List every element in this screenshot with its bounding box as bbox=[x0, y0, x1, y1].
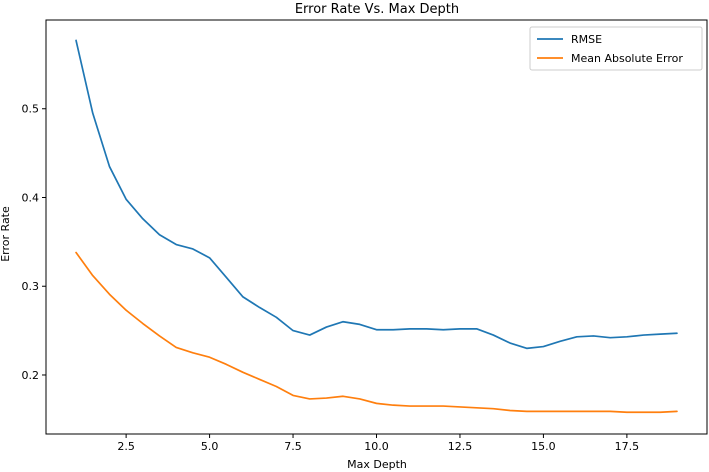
legend-label: RMSE bbox=[571, 33, 602, 46]
series-line-mae bbox=[75, 251, 678, 414]
x-tick-label: 7.5 bbox=[284, 440, 302, 453]
plot-area bbox=[45, 19, 708, 435]
legend-label: Mean Absolute Error bbox=[571, 52, 683, 65]
y-tick-label: 0.3 bbox=[22, 280, 40, 293]
series-line-rmse bbox=[75, 39, 678, 350]
x-axis-label: Max Depth bbox=[347, 458, 407, 471]
x-tick-label: 12.5 bbox=[448, 440, 473, 453]
x-tick-label: 5.0 bbox=[201, 440, 219, 453]
legend-box bbox=[529, 26, 703, 71]
x-axis: 2.5 5.0 7.5 10.0 12.5 15.0 17.5 bbox=[117, 434, 639, 453]
x-tick-label: 10.0 bbox=[364, 440, 389, 453]
y-axis: 0.2 0.3 0.4 0.5 bbox=[22, 103, 46, 382]
legend: RMSE Mean Absolute Error bbox=[529, 26, 703, 71]
y-tick-label: 0.2 bbox=[22, 369, 40, 382]
plot-frame bbox=[45, 19, 708, 435]
y-tick-label: 0.5 bbox=[22, 103, 40, 116]
x-tick-label: 17.5 bbox=[615, 440, 640, 453]
x-tick-label: 15.0 bbox=[531, 440, 556, 453]
chart-title: Error Rate Vs. Max Depth bbox=[295, 2, 459, 17]
y-axis-label: Error Rate bbox=[0, 206, 12, 262]
y-tick-label: 0.4 bbox=[22, 191, 40, 204]
x-tick-label: 2.5 bbox=[117, 440, 135, 453]
